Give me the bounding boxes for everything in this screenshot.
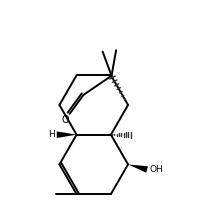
Text: OH: OH [149,165,163,174]
Polygon shape [128,164,148,173]
Text: O: O [61,115,69,125]
Polygon shape [57,131,76,138]
Text: H: H [48,130,55,139]
